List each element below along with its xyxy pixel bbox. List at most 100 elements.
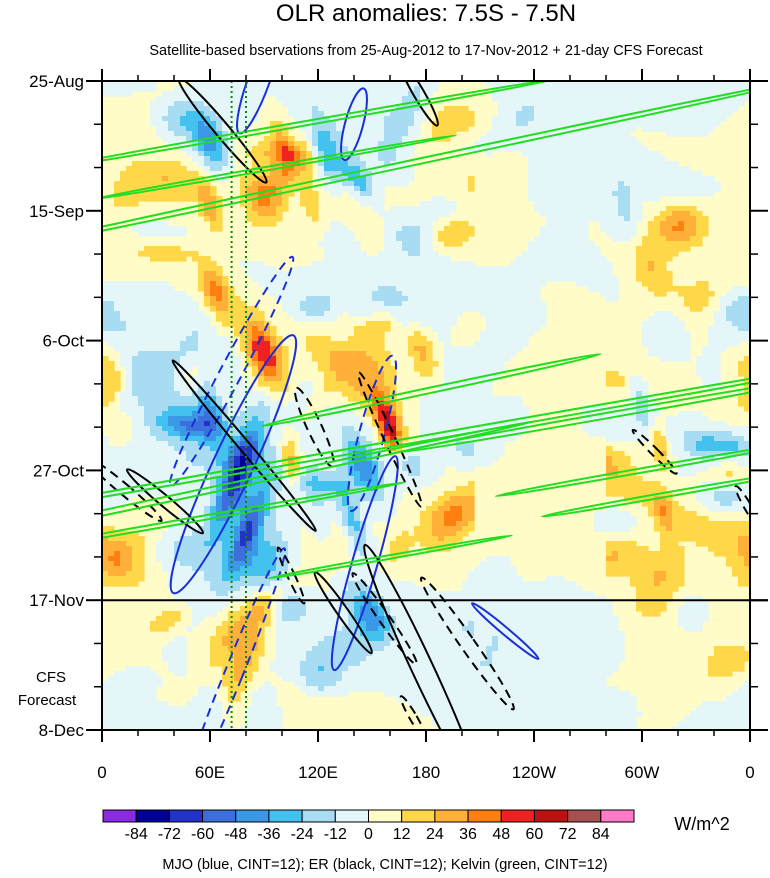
heatmap-cell — [480, 356, 487, 362]
heatmap-cell — [198, 91, 205, 97]
heatmap-cell — [426, 361, 433, 367]
heatmap-cell — [492, 291, 499, 297]
heatmap-cell — [528, 276, 535, 282]
heatmap-cell — [324, 366, 331, 372]
heatmap-cell — [690, 126, 697, 132]
heatmap-cell — [468, 406, 475, 412]
heatmap-cell — [126, 441, 133, 447]
heatmap-cell — [552, 116, 559, 122]
heatmap-cell — [390, 306, 397, 312]
heatmap-cell — [372, 91, 379, 97]
heatmap-cell — [270, 416, 277, 422]
heatmap-cell — [402, 286, 409, 292]
heatmap-cell — [570, 151, 577, 157]
heatmap-cell — [534, 326, 541, 332]
heatmap-cell — [606, 211, 613, 217]
heatmap-cell — [642, 406, 649, 412]
heatmap-cell — [666, 166, 673, 172]
heatmap-cell — [618, 151, 625, 157]
heatmap-cell — [132, 291, 139, 297]
heatmap-cell — [300, 101, 307, 107]
heatmap-cell — [636, 86, 643, 92]
heatmap-cell — [120, 171, 127, 177]
heatmap-cell — [720, 441, 727, 447]
heatmap-cell — [564, 106, 571, 112]
heatmap-cell — [624, 136, 631, 142]
heatmap-cell — [696, 306, 703, 312]
heatmap-cell — [366, 401, 373, 407]
heatmap-cell — [420, 336, 427, 342]
heatmap-cell — [150, 431, 157, 437]
heatmap-cell — [660, 326, 667, 332]
heatmap-cell — [474, 141, 481, 147]
heatmap-cell — [528, 321, 535, 327]
heatmap-cell — [360, 311, 367, 317]
heatmap-cell — [630, 176, 637, 182]
heatmap-cell — [222, 111, 229, 117]
heatmap-cell — [324, 136, 331, 142]
heatmap-cell — [738, 296, 745, 302]
heatmap-cell — [606, 291, 613, 297]
heatmap-cell — [744, 436, 750, 442]
heatmap-cell — [264, 206, 271, 212]
heatmap-cell — [108, 451, 115, 457]
heatmap-cell — [168, 376, 175, 382]
heatmap-cell — [492, 401, 499, 407]
heatmap-cell — [324, 101, 331, 107]
heatmap-cell — [648, 321, 655, 327]
heatmap-cell — [528, 161, 535, 167]
heatmap-cell — [618, 121, 625, 127]
heatmap-cell — [156, 351, 163, 357]
heatmap-cell — [480, 306, 487, 312]
heatmap-cell — [168, 141, 175, 147]
heatmap-cell — [630, 146, 637, 152]
heatmap-cell — [642, 281, 649, 287]
heatmap-cell — [162, 431, 169, 437]
heatmap-cell — [144, 446, 151, 452]
heatmap-cell — [732, 91, 739, 97]
heatmap-cell — [336, 171, 343, 177]
heatmap-cell — [606, 376, 613, 382]
heatmap-cell — [654, 236, 661, 242]
heatmap-cell — [120, 331, 127, 337]
heatmap-cell — [282, 196, 289, 202]
heatmap-cell — [444, 281, 451, 287]
heatmap-cell — [726, 306, 733, 312]
heatmap-cell — [576, 201, 583, 207]
heatmap-cell — [216, 111, 223, 117]
heatmap-cell — [384, 266, 391, 272]
heatmap-cell — [372, 326, 379, 332]
heatmap-cell — [216, 121, 223, 127]
heatmap-cell — [414, 131, 421, 137]
heatmap-cell — [114, 381, 121, 387]
heatmap-cell — [678, 426, 685, 432]
heatmap-cell — [366, 121, 373, 127]
heatmap-cell — [240, 86, 247, 92]
heatmap-cell — [252, 351, 259, 357]
heatmap-cell — [282, 411, 289, 417]
heatmap-cell — [252, 171, 259, 177]
heatmap-cell — [360, 301, 367, 307]
heatmap-cell — [540, 211, 547, 217]
heatmap-cell — [372, 141, 379, 147]
heatmap-cell — [414, 331, 421, 337]
heatmap-cell — [378, 211, 385, 217]
heatmap-cell — [396, 406, 403, 412]
heatmap-cell — [684, 171, 691, 177]
heatmap-cell — [372, 86, 379, 92]
heatmap-cell — [492, 446, 499, 452]
heatmap-cell — [270, 151, 277, 157]
heatmap-cell — [672, 171, 679, 177]
heatmap-cell — [348, 156, 355, 162]
heatmap-cell — [318, 126, 325, 132]
heatmap-cell — [102, 451, 109, 457]
heatmap-cell — [378, 306, 385, 312]
heatmap-cell — [360, 426, 367, 432]
heatmap-cell — [600, 131, 607, 137]
heatmap-cell — [672, 336, 679, 342]
heatmap-cell — [624, 226, 631, 232]
heatmap-cell — [576, 191, 583, 197]
heatmap-cell — [138, 176, 145, 182]
heatmap-cell — [438, 336, 445, 342]
heatmap-cell — [600, 226, 607, 232]
